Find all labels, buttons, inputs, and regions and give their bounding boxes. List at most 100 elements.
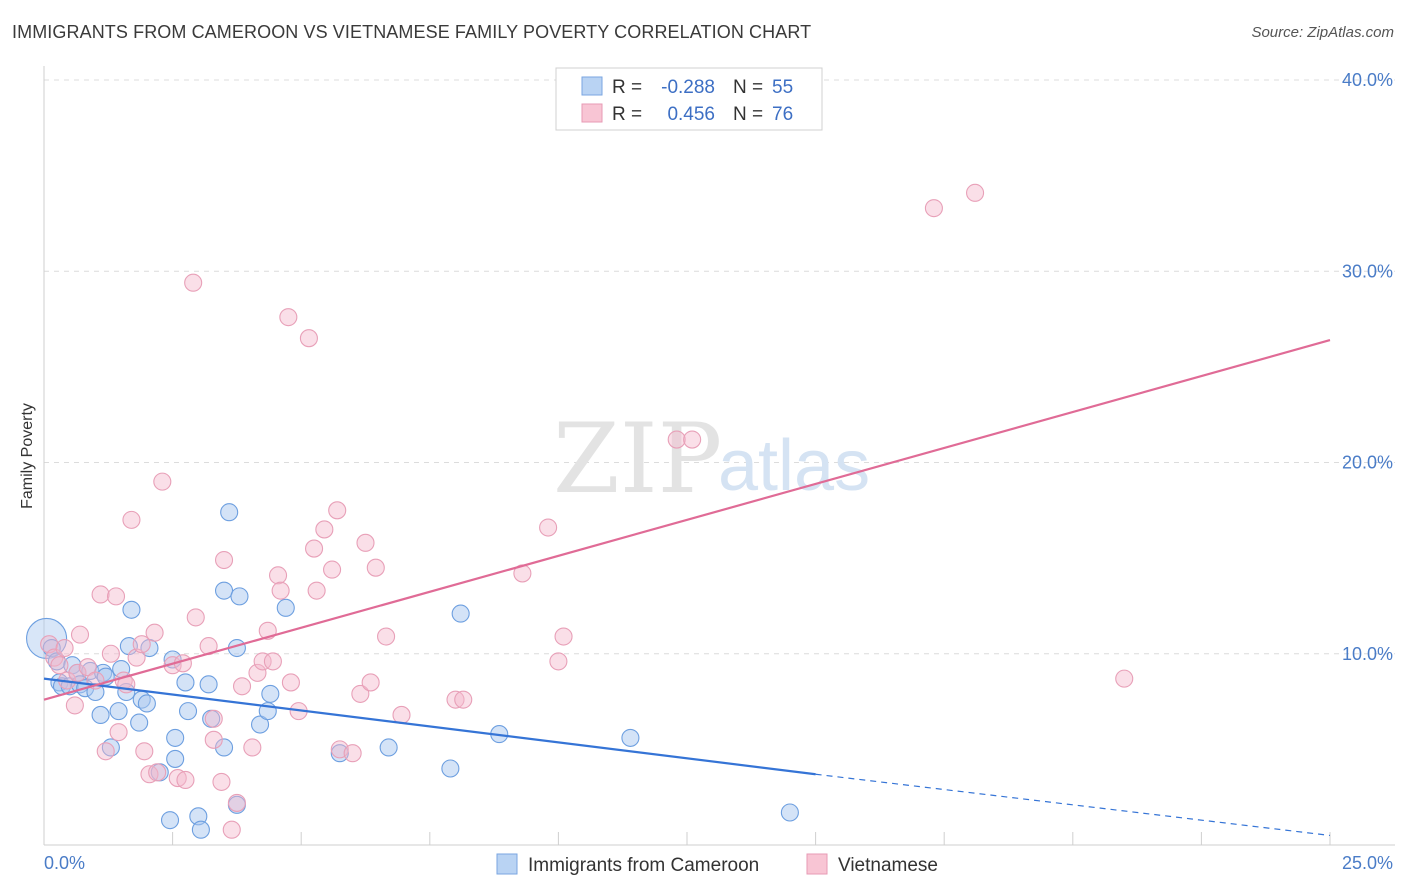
bottom-legend-swatch-cameroon xyxy=(496,853,518,875)
cameroon-point xyxy=(191,820,210,839)
cameroon-point xyxy=(441,759,460,778)
legend-r-label: R = xyxy=(612,104,642,125)
cameroon-point xyxy=(163,650,182,669)
vietnamese-point xyxy=(232,677,252,696)
vietnamese-point xyxy=(186,608,205,627)
vietnamese-point xyxy=(176,770,195,790)
cameroon-point xyxy=(261,684,280,703)
vietnamese-point xyxy=(279,308,298,327)
watermark-zip: ZIP xyxy=(553,403,722,515)
axes xyxy=(43,66,1395,846)
vietnamese-point xyxy=(377,627,396,646)
vietnamese-trend-line xyxy=(43,339,1331,701)
vietnamese-point xyxy=(343,744,362,763)
vietnamese-point xyxy=(549,652,568,671)
vietnamese-point xyxy=(323,560,342,579)
vietnamese-point xyxy=(248,663,267,682)
vietnamese-point xyxy=(356,533,375,552)
legend-r-value: 0.456 xyxy=(667,104,715,125)
cameroon-point xyxy=(330,744,349,763)
cameroon-point xyxy=(166,749,185,768)
source-label: Source: ZipAtlas.com xyxy=(1251,24,1394,41)
vietnamese-point xyxy=(145,623,164,642)
vietnamese-point xyxy=(153,472,172,491)
legend-r-label: R = xyxy=(612,77,642,98)
vietnamese-point xyxy=(269,566,288,585)
x-tick-label: 25.0% xyxy=(1342,853,1393,873)
cameroon-point xyxy=(621,728,640,747)
vietnamese-point xyxy=(55,638,74,658)
vietnamese-point xyxy=(148,763,167,782)
cameroon-point xyxy=(276,598,295,617)
cameroon-point xyxy=(130,713,149,732)
vietnamese-point xyxy=(214,550,234,570)
vietnamese-point xyxy=(328,501,347,520)
grid-lines xyxy=(44,79,1395,655)
cameroon-trend-line xyxy=(43,677,816,776)
legend-n-label: N = xyxy=(733,104,763,125)
vietnamese-point xyxy=(184,273,203,292)
vietnamese-point xyxy=(683,430,702,449)
cameroon-points xyxy=(26,503,799,839)
cameroon-point xyxy=(230,587,249,606)
vietnamese-point xyxy=(65,696,84,715)
vietnamese-point xyxy=(361,673,380,692)
vietnamese-point xyxy=(263,652,282,671)
bottom-legend-label-vietnamese: Vietnamese xyxy=(838,855,938,876)
vietnamese-point xyxy=(299,329,318,348)
bottom-legend-label-cameroon: Immigrants from Cameroon xyxy=(528,855,759,876)
vietnamese-point xyxy=(966,183,985,202)
vietnamese-point xyxy=(454,690,473,709)
vietnamese-point xyxy=(315,520,334,539)
cameroon-point xyxy=(780,803,799,822)
vietnamese-point xyxy=(50,656,69,675)
y-tick-label: 20.0% xyxy=(1342,453,1393,473)
cameroon-point xyxy=(122,600,141,619)
y-tick-label: 40.0% xyxy=(1342,70,1393,90)
watermark-atlas: atlas xyxy=(718,426,870,506)
y-tick-label: 10.0% xyxy=(1342,644,1393,664)
y-tick-labels: 10.0% 20.0% 30.0% 40.0% xyxy=(1342,70,1393,664)
vietnamese-point xyxy=(70,625,90,644)
cameroon-point xyxy=(91,705,110,725)
cameroon-point xyxy=(214,581,234,600)
legend-n-value: 76 xyxy=(772,104,793,125)
cameroon-point xyxy=(160,811,180,830)
vietnamese-point xyxy=(271,581,290,600)
vietnamese-point xyxy=(168,769,187,788)
legend-r-value: -0.288 xyxy=(661,77,715,98)
cameroon-point xyxy=(451,604,470,623)
legend-swatch-cameroon xyxy=(581,76,603,96)
cameroon-point xyxy=(220,503,239,522)
vietnamese-point xyxy=(305,539,324,558)
vietnamese-point xyxy=(204,709,223,728)
vietnamese-point xyxy=(351,684,370,703)
vietnamese-point xyxy=(212,772,231,791)
vietnamese-point xyxy=(40,635,59,654)
cameroon-point xyxy=(178,702,198,721)
cameroon-point xyxy=(379,738,398,757)
legend-swatch-vietnamese xyxy=(581,103,603,123)
chart-title: IMMIGRANTS FROM CAMEROON VS VIETNAMESE F… xyxy=(12,22,812,42)
y-tick-label: 30.0% xyxy=(1342,261,1393,281)
vietnamese-point xyxy=(1115,669,1134,688)
vietnamese-point xyxy=(392,705,411,725)
vietnamese-point xyxy=(204,730,223,749)
cameroon-point xyxy=(176,673,195,692)
watermark: ZIP atlas xyxy=(553,403,870,515)
cameroon-point xyxy=(166,728,185,747)
vietnamese-point xyxy=(667,430,686,449)
vietnamese-point xyxy=(78,658,97,677)
vietnamese-point xyxy=(132,635,151,654)
bottom-legend: Immigrants from Cameroon Vietnamese xyxy=(496,853,938,876)
top-legend: R = -0.288 N = 55 R = 0.456 N = 76 xyxy=(555,67,823,131)
vietnamese-point xyxy=(68,663,87,682)
vietnamese-point xyxy=(101,644,120,663)
vietnamese-point xyxy=(539,518,558,537)
legend-n-value: 55 xyxy=(772,77,793,98)
vietnamese-point xyxy=(446,690,465,709)
x-tick-labels: 0.0% 25.0% xyxy=(44,853,1393,873)
vietnamese-point xyxy=(307,581,326,600)
vietnamese-point xyxy=(554,627,573,646)
